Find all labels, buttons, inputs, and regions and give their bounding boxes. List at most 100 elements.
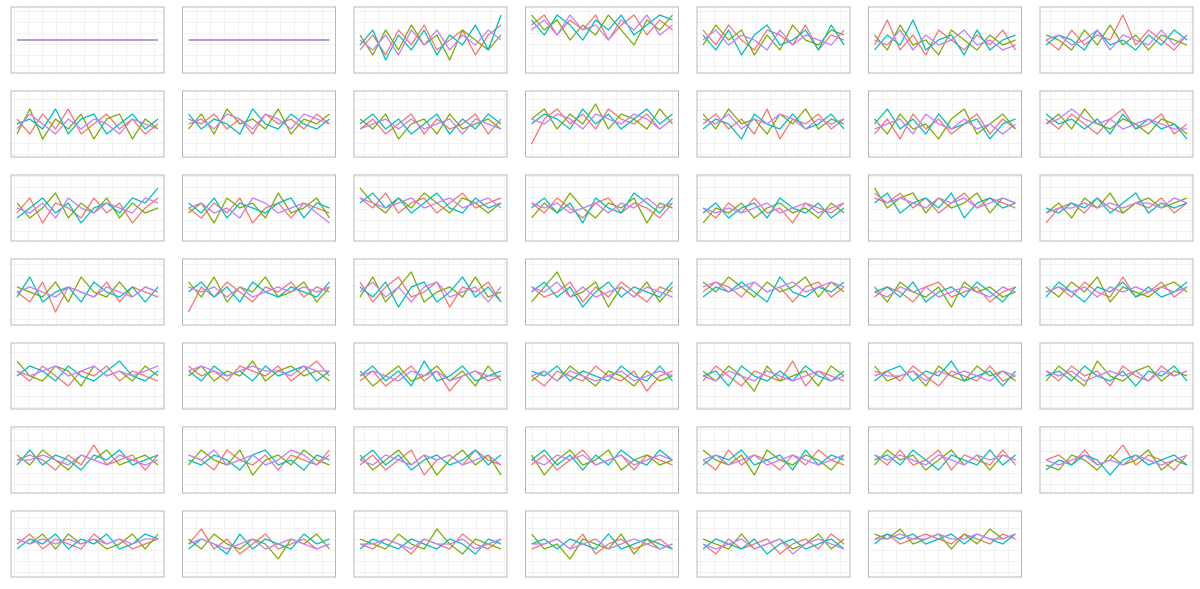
series-line <box>531 538 673 550</box>
series-line <box>874 449 1016 471</box>
panel <box>696 510 851 578</box>
series-line <box>1045 360 1188 387</box>
series-line <box>359 281 502 303</box>
series-line <box>188 197 330 224</box>
panel-background <box>868 258 1022 326</box>
series-line <box>188 360 330 382</box>
panel <box>353 174 508 242</box>
panel <box>1039 90 1194 158</box>
panel <box>525 426 679 494</box>
series-line <box>531 281 673 298</box>
panel <box>353 90 508 158</box>
panel <box>696 6 851 74</box>
series-line <box>702 202 845 214</box>
series-line <box>359 454 502 466</box>
series-line <box>359 276 502 308</box>
series-line <box>702 538 845 555</box>
series-line <box>874 365 1016 387</box>
panel <box>182 6 336 74</box>
panel-background <box>696 510 851 578</box>
series-line <box>16 108 159 135</box>
series-line <box>702 533 845 555</box>
series-line <box>1045 192 1188 219</box>
panel-background <box>696 258 851 326</box>
panel <box>1039 258 1194 326</box>
series-line <box>16 449 159 471</box>
series-line <box>188 449 330 466</box>
series-line <box>874 370 1016 382</box>
series-line <box>16 365 159 387</box>
panel <box>525 174 679 242</box>
series-line <box>16 187 159 224</box>
panel <box>868 6 1022 74</box>
panel-background <box>696 426 851 494</box>
series-line <box>359 14 502 61</box>
series-line <box>531 370 673 382</box>
series-line <box>874 449 1016 471</box>
panel <box>353 510 508 578</box>
series-line <box>188 528 330 555</box>
series-line <box>188 365 330 377</box>
series-line <box>16 365 159 377</box>
series-line <box>1045 370 1188 382</box>
panel <box>868 258 1022 326</box>
panel <box>182 426 336 494</box>
panel <box>525 342 679 410</box>
series-line <box>188 197 330 224</box>
panel <box>696 174 851 242</box>
series-line <box>16 108 159 135</box>
panel <box>1039 6 1194 74</box>
series-line <box>702 29 845 51</box>
series-line <box>359 29 502 56</box>
panel-background <box>182 342 336 410</box>
series-line <box>531 113 673 130</box>
series-line <box>359 538 502 555</box>
series-line <box>531 454 673 466</box>
series-line <box>1045 454 1188 466</box>
series-line <box>531 192 673 224</box>
panel <box>10 510 165 578</box>
series-line <box>531 197 673 219</box>
series-line <box>702 113 845 140</box>
series-line <box>16 197 159 219</box>
panel <box>182 258 336 326</box>
panel <box>1039 426 1194 494</box>
panel-background <box>182 258 336 326</box>
series-line <box>702 24 845 56</box>
panel-background <box>10 426 165 494</box>
panel <box>10 174 165 242</box>
series-line <box>188 197 330 219</box>
series-line <box>702 276 845 298</box>
series-line <box>874 29 1016 51</box>
series-line <box>874 365 1016 387</box>
series-line <box>873 187 1016 214</box>
panel <box>1039 174 1194 242</box>
series-line <box>1045 108 1188 135</box>
series-line <box>874 533 1016 540</box>
panel <box>353 6 508 74</box>
panel <box>868 426 1022 494</box>
series-line <box>359 192 502 214</box>
series-line <box>702 108 845 135</box>
series-line <box>16 286 159 298</box>
series-line <box>188 286 330 298</box>
panel <box>182 510 336 578</box>
series-line <box>874 19 1016 56</box>
series-line <box>874 192 1016 209</box>
series-line <box>188 449 330 476</box>
series-line <box>359 271 502 303</box>
series-line <box>702 449 845 471</box>
series-line <box>702 360 845 387</box>
panel <box>696 90 851 158</box>
panel <box>525 6 679 74</box>
series-line <box>874 281 1016 308</box>
series-line <box>359 113 502 135</box>
series-line <box>188 276 330 303</box>
panel-background <box>10 510 165 578</box>
series-line <box>874 192 1016 214</box>
series-line <box>702 24 845 56</box>
series-line <box>1045 286 1188 298</box>
series-line <box>531 533 673 550</box>
series-line <box>16 192 159 219</box>
